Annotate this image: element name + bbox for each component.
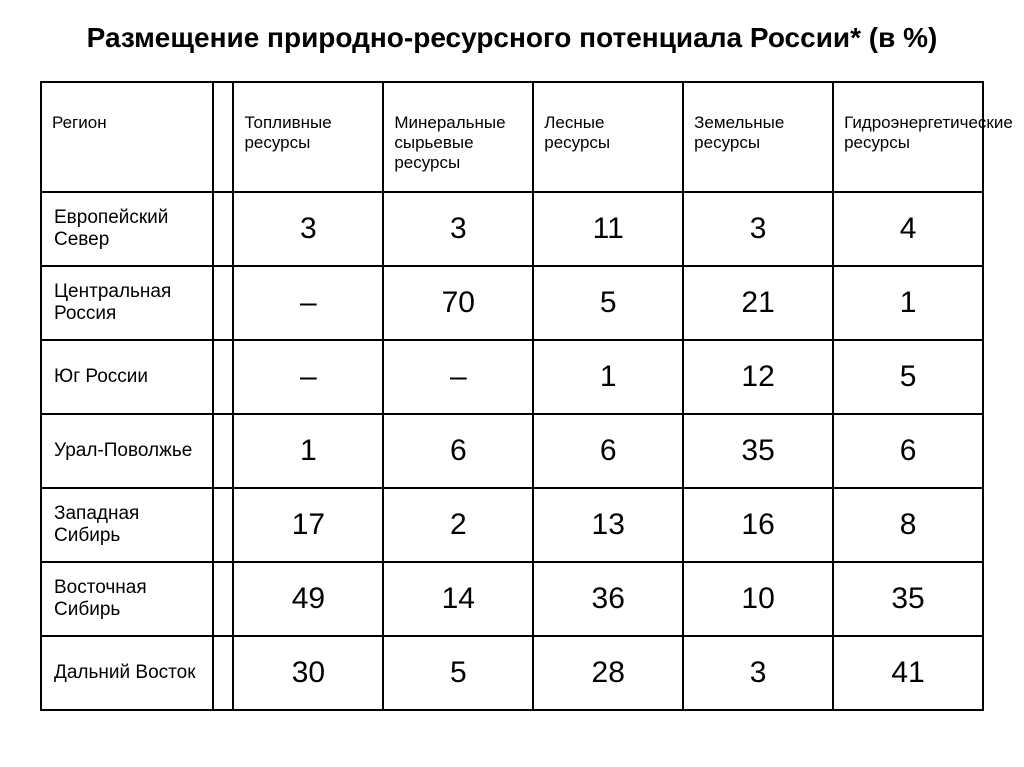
data-cell: 30 — [233, 636, 383, 710]
spacer-cell — [213, 414, 233, 488]
data-cell: 10 — [683, 562, 833, 636]
data-cell: 11 — [533, 192, 683, 266]
region-name: Урал-Поволжье — [41, 414, 213, 488]
table-row: Центральная Россия – 70 5 21 1 — [41, 266, 983, 340]
data-cell: 21 — [683, 266, 833, 340]
data-cell: 6 — [383, 414, 533, 488]
data-cell: 49 — [233, 562, 383, 636]
table-row: Юг России – – 1 12 5 — [41, 340, 983, 414]
region-name: Западная Сибирь — [41, 488, 213, 562]
table-row: Европейский Север 3 3 11 3 4 — [41, 192, 983, 266]
data-cell: 6 — [833, 414, 983, 488]
table-body: Европейский Север 3 3 11 3 4 Центральная… — [41, 192, 983, 710]
data-cell: 4 — [833, 192, 983, 266]
data-cell: 14 — [383, 562, 533, 636]
data-cell: 17 — [233, 488, 383, 562]
data-cell: 1 — [533, 340, 683, 414]
table-row: Восточная Сибирь 49 14 36 10 35 — [41, 562, 983, 636]
table-row: Западная Сибирь 17 2 13 16 8 — [41, 488, 983, 562]
resource-table: Регион Топливные ресурсы Минеральные сыр… — [40, 81, 984, 711]
data-cell: 8 — [833, 488, 983, 562]
region-name: Европейский Север — [41, 192, 213, 266]
data-cell: 12 — [683, 340, 833, 414]
spacer-cell — [213, 562, 233, 636]
region-name: Дальний Восток — [41, 636, 213, 710]
data-cell: 35 — [833, 562, 983, 636]
spacer-cell — [213, 192, 233, 266]
data-cell: 28 — [533, 636, 683, 710]
data-cell: 1 — [233, 414, 383, 488]
data-cell: 36 — [533, 562, 683, 636]
header-row: Регион Топливные ресурсы Минеральные сыр… — [41, 82, 983, 192]
spacer-cell — [213, 266, 233, 340]
data-cell: 2 — [383, 488, 533, 562]
column-header-hydro: Гидроэнергетические ресурсы — [833, 82, 983, 192]
column-header-fuel: Топливные ресурсы — [233, 82, 383, 192]
data-cell: 35 — [683, 414, 833, 488]
page-title: Размещение природно-ресурсного потенциал… — [40, 20, 984, 56]
data-cell: 13 — [533, 488, 683, 562]
data-cell: 1 — [833, 266, 983, 340]
spacer-cell — [213, 636, 233, 710]
data-cell: 3 — [233, 192, 383, 266]
column-header-spacer — [213, 82, 233, 192]
data-cell: – — [233, 340, 383, 414]
data-cell: 5 — [383, 636, 533, 710]
data-cell: 3 — [683, 192, 833, 266]
table-row: Дальний Восток 30 5 28 3 41 — [41, 636, 983, 710]
spacer-cell — [213, 488, 233, 562]
data-cell: 16 — [683, 488, 833, 562]
column-header-land: Земельные ресурсы — [683, 82, 833, 192]
data-cell: 5 — [533, 266, 683, 340]
data-cell: 3 — [383, 192, 533, 266]
table-row: Урал-Поволжье 1 6 6 35 6 — [41, 414, 983, 488]
data-cell: 6 — [533, 414, 683, 488]
data-cell: – — [233, 266, 383, 340]
data-cell: – — [383, 340, 533, 414]
data-cell: 70 — [383, 266, 533, 340]
column-header-forest: Лесные ресурсы — [533, 82, 683, 192]
data-cell: 41 — [833, 636, 983, 710]
data-cell: 5 — [833, 340, 983, 414]
region-name: Центральная Россия — [41, 266, 213, 340]
spacer-cell — [213, 340, 233, 414]
column-header-region: Регион — [41, 82, 213, 192]
column-header-mineral: Минеральные сырьевые ресурсы — [383, 82, 533, 192]
data-cell: 3 — [683, 636, 833, 710]
region-name: Восточная Сибирь — [41, 562, 213, 636]
region-name: Юг России — [41, 340, 213, 414]
